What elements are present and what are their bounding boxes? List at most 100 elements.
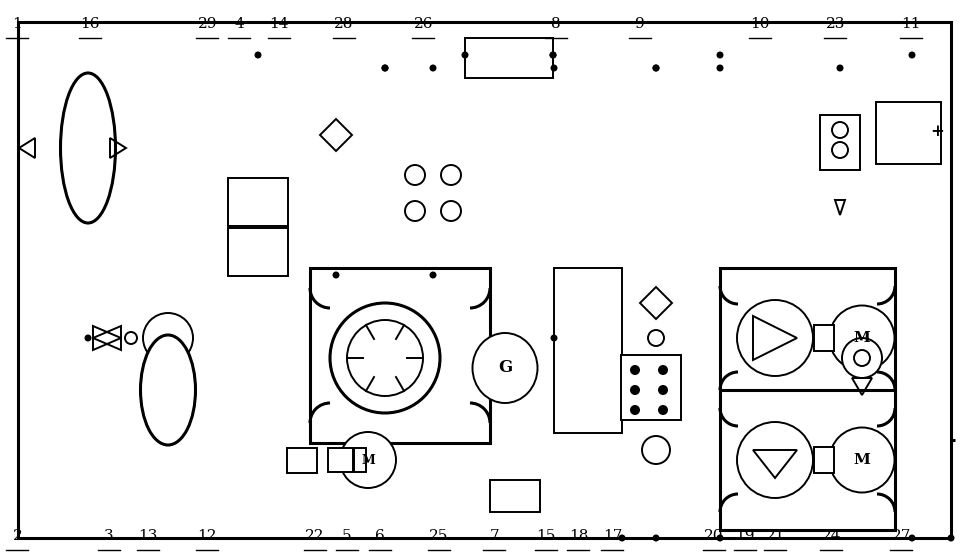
Circle shape xyxy=(549,52,556,58)
Circle shape xyxy=(716,534,724,542)
Text: 26: 26 xyxy=(414,16,433,30)
Text: 1: 1 xyxy=(13,16,22,30)
Circle shape xyxy=(332,272,339,278)
Circle shape xyxy=(909,534,916,542)
Text: 22: 22 xyxy=(305,530,325,543)
Ellipse shape xyxy=(60,73,115,223)
Circle shape xyxy=(429,272,436,278)
Circle shape xyxy=(832,142,848,158)
Circle shape xyxy=(658,385,668,395)
Text: 12: 12 xyxy=(198,530,217,543)
Text: +: + xyxy=(930,124,944,141)
Circle shape xyxy=(363,336,407,380)
Circle shape xyxy=(255,52,262,58)
Bar xyxy=(720,268,895,408)
Circle shape xyxy=(737,300,813,376)
Text: 9: 9 xyxy=(635,16,644,30)
Text: 20: 20 xyxy=(704,530,724,543)
Ellipse shape xyxy=(829,427,894,492)
Circle shape xyxy=(143,313,193,363)
Text: M: M xyxy=(854,331,870,345)
Text: 6: 6 xyxy=(375,530,385,543)
Text: 21: 21 xyxy=(766,530,785,543)
Text: 11: 11 xyxy=(901,16,921,30)
Circle shape xyxy=(630,385,640,395)
Bar xyxy=(876,102,941,164)
Circle shape xyxy=(948,534,954,542)
Circle shape xyxy=(716,52,724,58)
Circle shape xyxy=(441,201,461,221)
Circle shape xyxy=(658,405,668,415)
Bar xyxy=(814,447,834,473)
Bar xyxy=(328,448,353,472)
Circle shape xyxy=(652,64,660,72)
Text: 29: 29 xyxy=(198,16,217,30)
Circle shape xyxy=(382,64,389,72)
Circle shape xyxy=(429,64,436,72)
Text: 10: 10 xyxy=(750,16,769,30)
Bar xyxy=(554,268,622,433)
Circle shape xyxy=(648,330,664,346)
Text: 7: 7 xyxy=(489,530,499,543)
Bar xyxy=(310,268,490,443)
Bar xyxy=(621,355,681,420)
Circle shape xyxy=(652,64,660,72)
Circle shape xyxy=(658,365,668,375)
Circle shape xyxy=(461,52,468,58)
Text: 18: 18 xyxy=(569,530,588,543)
Bar xyxy=(228,228,288,276)
Circle shape xyxy=(405,165,425,185)
Circle shape xyxy=(125,332,137,344)
Circle shape xyxy=(630,405,640,415)
Circle shape xyxy=(347,320,423,396)
Text: M: M xyxy=(854,453,870,467)
Circle shape xyxy=(909,52,916,58)
Text: 15: 15 xyxy=(536,530,555,543)
Text: 5: 5 xyxy=(342,530,352,543)
Circle shape xyxy=(405,201,425,221)
Text: 3: 3 xyxy=(104,530,113,543)
Circle shape xyxy=(340,432,396,488)
Bar xyxy=(720,390,895,530)
Circle shape xyxy=(842,338,882,378)
Bar xyxy=(465,38,553,78)
Circle shape xyxy=(84,334,91,342)
Text: 24: 24 xyxy=(822,530,841,543)
Circle shape xyxy=(836,64,843,72)
Text: 23: 23 xyxy=(826,16,845,30)
Text: 28: 28 xyxy=(334,16,354,30)
Bar xyxy=(820,115,860,170)
Ellipse shape xyxy=(829,306,894,371)
Circle shape xyxy=(832,122,848,138)
Bar xyxy=(228,178,288,226)
Circle shape xyxy=(618,534,626,542)
Bar xyxy=(490,480,540,512)
Bar xyxy=(814,325,834,351)
Text: 17: 17 xyxy=(603,530,622,543)
Circle shape xyxy=(854,350,870,366)
Circle shape xyxy=(550,334,557,342)
Circle shape xyxy=(549,52,556,58)
Circle shape xyxy=(716,64,724,72)
Circle shape xyxy=(642,436,670,464)
Circle shape xyxy=(652,534,660,542)
Text: 13: 13 xyxy=(139,530,158,543)
Text: 8: 8 xyxy=(551,16,561,30)
Text: 14: 14 xyxy=(269,16,289,30)
Text: 16: 16 xyxy=(80,16,100,30)
Ellipse shape xyxy=(141,335,196,445)
Ellipse shape xyxy=(473,333,538,403)
Circle shape xyxy=(382,64,389,72)
Circle shape xyxy=(441,165,461,185)
Text: G: G xyxy=(498,360,513,376)
Text: M: M xyxy=(361,454,375,466)
Text: 19: 19 xyxy=(735,530,755,543)
Text: 2: 2 xyxy=(13,530,22,543)
Circle shape xyxy=(737,422,813,498)
Bar xyxy=(287,448,317,473)
Text: 27: 27 xyxy=(891,530,911,543)
Circle shape xyxy=(330,303,440,413)
Text: 25: 25 xyxy=(429,530,449,543)
Text: 4: 4 xyxy=(234,16,244,30)
Circle shape xyxy=(550,64,557,72)
